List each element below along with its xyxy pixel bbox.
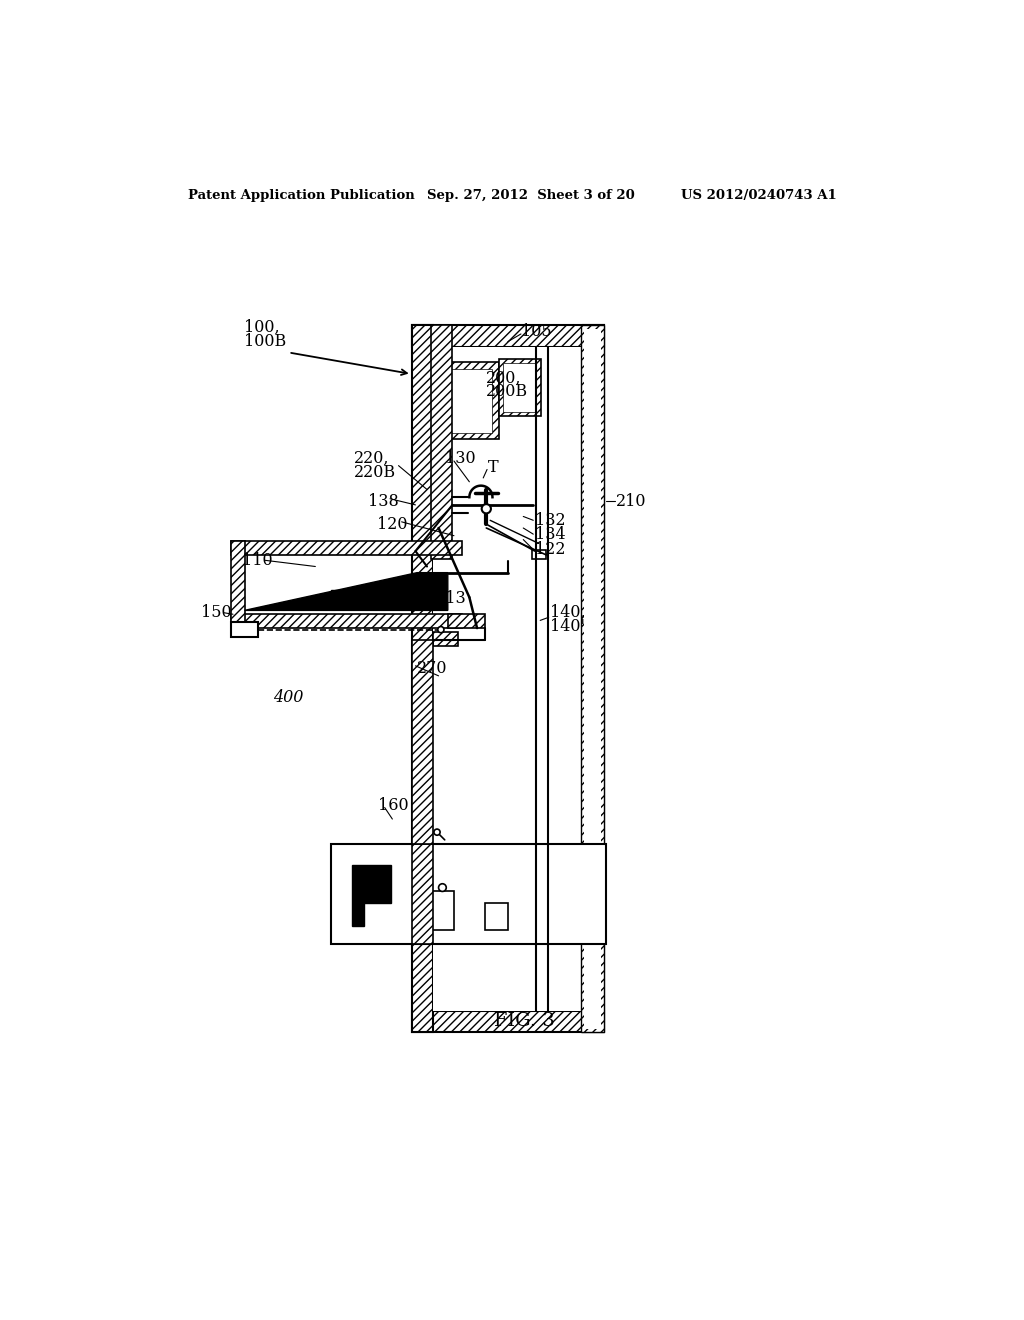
Bar — [584, 329, 601, 1030]
Polygon shape — [352, 866, 391, 927]
Text: 138: 138 — [368, 492, 398, 510]
Text: 105: 105 — [521, 323, 552, 341]
Text: T: T — [487, 459, 499, 477]
Bar — [447, 614, 484, 628]
Bar — [331, 843, 345, 944]
Bar — [431, 326, 453, 558]
Bar — [531, 549, 546, 558]
Text: 140': 140' — [550, 618, 585, 635]
Circle shape — [481, 504, 490, 513]
Bar — [230, 541, 462, 554]
Bar — [503, 363, 537, 412]
Text: US 2012/0240743 A1: US 2012/0240743 A1 — [681, 189, 837, 202]
Text: 122: 122 — [535, 541, 565, 558]
Polygon shape — [245, 573, 447, 610]
Bar — [230, 614, 462, 628]
Bar — [230, 622, 258, 638]
Bar — [368, 843, 605, 858]
Bar — [331, 929, 605, 944]
Text: 270: 270 — [417, 660, 447, 677]
Bar — [230, 541, 245, 628]
Bar — [499, 359, 541, 416]
Text: 220B: 220B — [354, 465, 396, 480]
Text: 113: 113 — [435, 590, 466, 607]
Bar — [484, 903, 508, 929]
Text: FIG. 3: FIG. 3 — [495, 1012, 555, 1030]
Text: 220,: 220, — [354, 450, 389, 467]
Bar — [331, 590, 370, 599]
Circle shape — [438, 884, 446, 891]
Text: 100B: 100B — [244, 333, 286, 350]
Bar — [433, 347, 583, 1011]
Text: 200B: 200B — [486, 383, 528, 400]
Text: 210: 210 — [615, 492, 646, 510]
Text: 400: 400 — [273, 689, 303, 706]
Text: 134: 134 — [535, 525, 565, 543]
Text: 110: 110 — [243, 552, 272, 569]
Bar — [412, 843, 433, 944]
Bar — [583, 326, 604, 1032]
Bar — [412, 326, 604, 347]
Text: 150: 150 — [202, 605, 232, 622]
Bar — [431, 891, 454, 929]
Text: Patent Application Publication: Patent Application Publication — [188, 189, 415, 202]
Text: 120: 120 — [377, 516, 408, 533]
Bar — [443, 368, 493, 433]
Text: 130: 130 — [444, 450, 475, 467]
Text: 160: 160 — [379, 797, 410, 813]
Text: Sep. 27, 2012  Sheet 3 of 20: Sep. 27, 2012 Sheet 3 of 20 — [427, 189, 635, 202]
Text: 132: 132 — [535, 512, 565, 529]
Text: 100,: 100, — [244, 319, 280, 337]
Text: 200,: 200, — [486, 370, 522, 387]
Bar — [412, 640, 433, 843]
Bar — [433, 632, 458, 645]
Text: 140,: 140, — [550, 605, 586, 622]
Bar — [412, 1011, 604, 1032]
Circle shape — [438, 627, 444, 632]
Bar — [412, 326, 433, 1032]
Bar — [581, 326, 604, 1032]
Bar — [437, 363, 499, 440]
Bar — [331, 843, 605, 944]
Circle shape — [434, 829, 440, 836]
